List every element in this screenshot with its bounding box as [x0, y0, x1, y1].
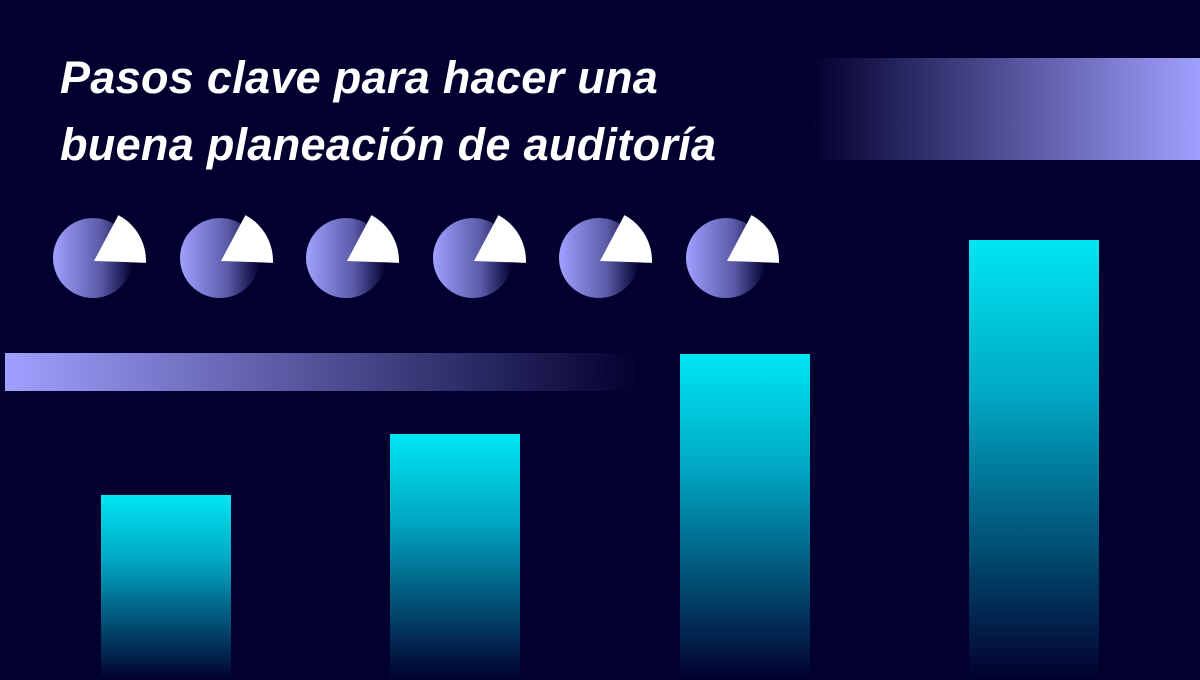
pie-chart-icon: [418, 198, 528, 308]
decorative-bar: [969, 240, 1099, 680]
pie-chart-icon: [165, 198, 275, 308]
pie-chart-icon: [671, 198, 781, 308]
title-line-2: buena planeación de auditoría: [60, 119, 717, 170]
decorative-bar: [680, 354, 810, 680]
decorative-bar: [390, 433, 520, 680]
page-title: Pasos clave para hacer una buena planeac…: [60, 44, 716, 178]
pie-chart-icon: [291, 198, 401, 308]
decorative-gradient-band-right: [810, 58, 1200, 160]
decorative-gradient-band-left: [5, 353, 640, 391]
pie-chart-icon: [544, 198, 654, 308]
title-line-1: Pasos clave para hacer una: [60, 52, 659, 103]
decorative-bar: [101, 495, 231, 680]
pie-chart-icon: [38, 198, 148, 308]
